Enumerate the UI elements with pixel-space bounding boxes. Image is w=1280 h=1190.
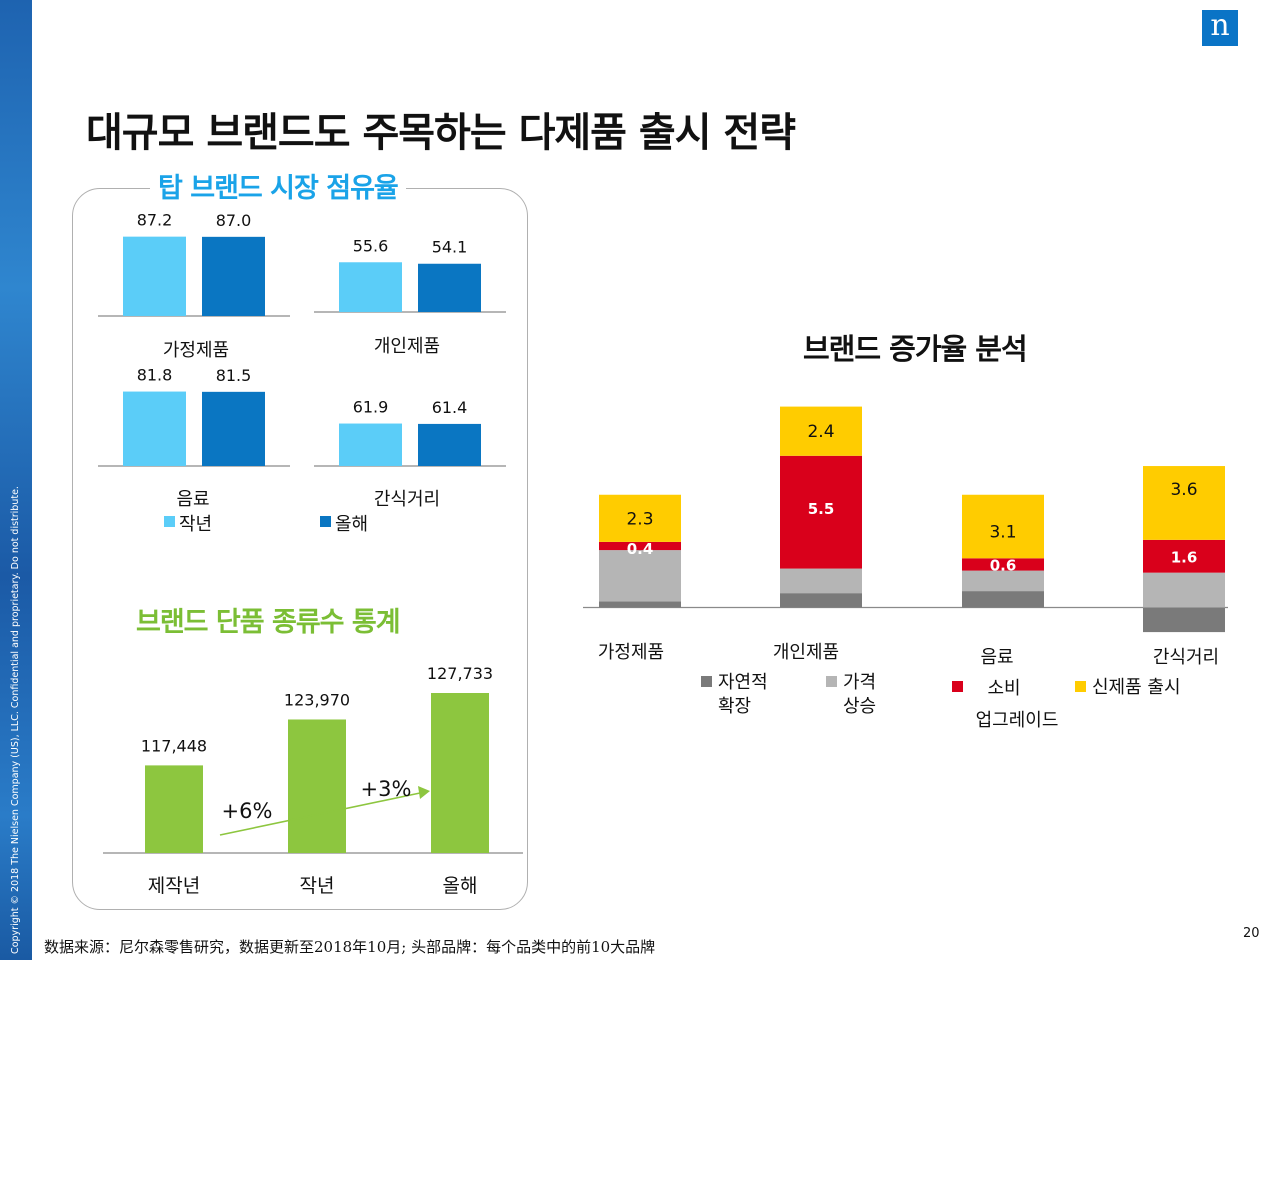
share-bar-last-year-3	[339, 423, 402, 466]
legend-swatch-upgrade	[952, 681, 963, 692]
growth-new-product-label: 2.4	[807, 422, 834, 442]
growth-bar-upgrade	[962, 558, 1044, 571]
growth-category-label: 가정제품	[598, 642, 664, 663]
growth-upgrade-label: 1.6	[1171, 548, 1198, 566]
source-note: 数据来源：尼尔森零售研究，数据更新至2018年10月; 头部品牌：每个品类中的前…	[44, 938, 656, 956]
share-value-label: 61.4	[432, 398, 468, 417]
growth-arrow-line	[219, 792, 421, 836]
growth-bar-price	[780, 568, 862, 594]
growth-arrow-head	[418, 786, 430, 799]
share-value-label: 87.0	[216, 211, 252, 230]
share-category-label: 개인제품	[374, 336, 440, 357]
growth-bar-natural	[780, 593, 862, 608]
legend-swatch-new-product	[1075, 681, 1086, 692]
growth-category-label: 음료	[980, 647, 1013, 668]
legend-label-natural: 자연적	[718, 672, 768, 693]
growth-bar-price	[599, 550, 681, 602]
growth-bar-price	[962, 570, 1044, 592]
growth-upgrade-label: 0.4	[627, 540, 654, 558]
growth-bar-new-product	[780, 406, 862, 456]
share-category-label: 간식거리	[374, 489, 440, 510]
page-title: 대규모 브랜드도 주목하는 다제품 출시 전략	[86, 110, 796, 156]
growth-bar-new-product	[962, 494, 1044, 559]
share-value-label: 61.9	[353, 398, 389, 417]
legend-label-price: 상승	[843, 696, 876, 717]
growth-bar-upgrade	[780, 455, 862, 569]
sku-value-label: 117,448	[141, 736, 207, 755]
legend-swatch-price	[826, 676, 837, 687]
growth-bar-upgrade	[1143, 539, 1225, 573]
growth-new-product-label: 3.1	[989, 523, 1016, 543]
legend-label-this-year: 올해	[335, 514, 368, 535]
share-category-label: 가정제품	[163, 340, 229, 361]
page-number: 20	[1243, 926, 1260, 941]
sku-value-label: 127,733	[427, 664, 493, 683]
sku-bar	[288, 719, 346, 853]
growth-bar-new-product	[599, 494, 681, 542]
growth-new-product-label: 3.6	[1170, 480, 1197, 500]
share-bar-this-year-3	[418, 423, 481, 466]
share-bar-this-year-0	[202, 236, 265, 316]
growth-bar-new-product	[1143, 466, 1225, 540]
sku-category-label: 올해	[443, 875, 478, 897]
legend-label-natural: 확장	[718, 696, 751, 717]
growth-bar-natural	[1143, 607, 1225, 633]
growth-new-product-label: 2.3	[626, 509, 653, 529]
share-value-label: 55.6	[353, 236, 389, 255]
sku-count-title: 브랜드 단품 종류수 통계	[136, 607, 401, 638]
share-value-label: 81.8	[137, 366, 173, 385]
legend-label-new-product: 신제품 출시	[1092, 677, 1181, 698]
growth-bar-natural	[599, 601, 681, 608]
growth-bar-price	[1143, 572, 1225, 608]
charts-canvas: 87.2 87.0 가정제품 55.6 54.1 개인제품 81.8 81.5 음료 61.9 61…	[98, 211, 1228, 897]
share-value-label: 87.2	[137, 211, 173, 230]
growth-analysis-title: 브랜드 증가율 분석	[803, 332, 1028, 366]
market-share-title: 탑 브랜드 시장 점유율	[150, 166, 406, 205]
sku-value-label: 123,970	[284, 690, 350, 709]
legend-label-upgrade: 업그레이드	[976, 710, 1059, 731]
nielsen-logo: n	[1202, 10, 1238, 46]
legend-swatch-last-year	[164, 516, 175, 527]
growth-category-label: 개인제품	[773, 642, 839, 663]
growth-bar-upgrade	[599, 541, 681, 551]
growth-bar-natural	[962, 591, 1044, 608]
sku-category-label: 제작년	[148, 875, 200, 897]
share-category-label: 음료	[176, 489, 209, 510]
growth-category-label: 간식거리	[1153, 647, 1219, 668]
legend-swatch-this-year	[320, 516, 331, 527]
share-bar-last-year-2	[123, 391, 186, 466]
share-value-label: 54.1	[432, 238, 468, 257]
legend-swatch-natural	[701, 676, 712, 687]
legend-label-price: 가격	[843, 672, 876, 693]
sku-bar	[145, 765, 203, 853]
share-bar-last-year-1	[339, 262, 402, 312]
legend-label-last-year: 작년	[179, 514, 212, 535]
sidebar-band: Copyright © 2018 The Nielsen Company (US…	[0, 0, 32, 960]
sku-category-label: 작년	[300, 875, 335, 897]
share-value-label: 81.5	[216, 366, 252, 385]
growth-label-6: +6%	[222, 799, 273, 823]
share-bar-this-year-2	[202, 391, 265, 466]
share-bar-this-year-1	[418, 263, 481, 312]
growth-label-3: +3%	[361, 777, 412, 801]
sku-bar	[431, 693, 489, 853]
growth-upgrade-label: 0.6	[990, 556, 1017, 574]
growth-upgrade-label: 5.5	[808, 500, 835, 518]
share-bar-last-year-0	[123, 236, 186, 316]
legend-label-upgrade: 소비	[987, 678, 1020, 699]
